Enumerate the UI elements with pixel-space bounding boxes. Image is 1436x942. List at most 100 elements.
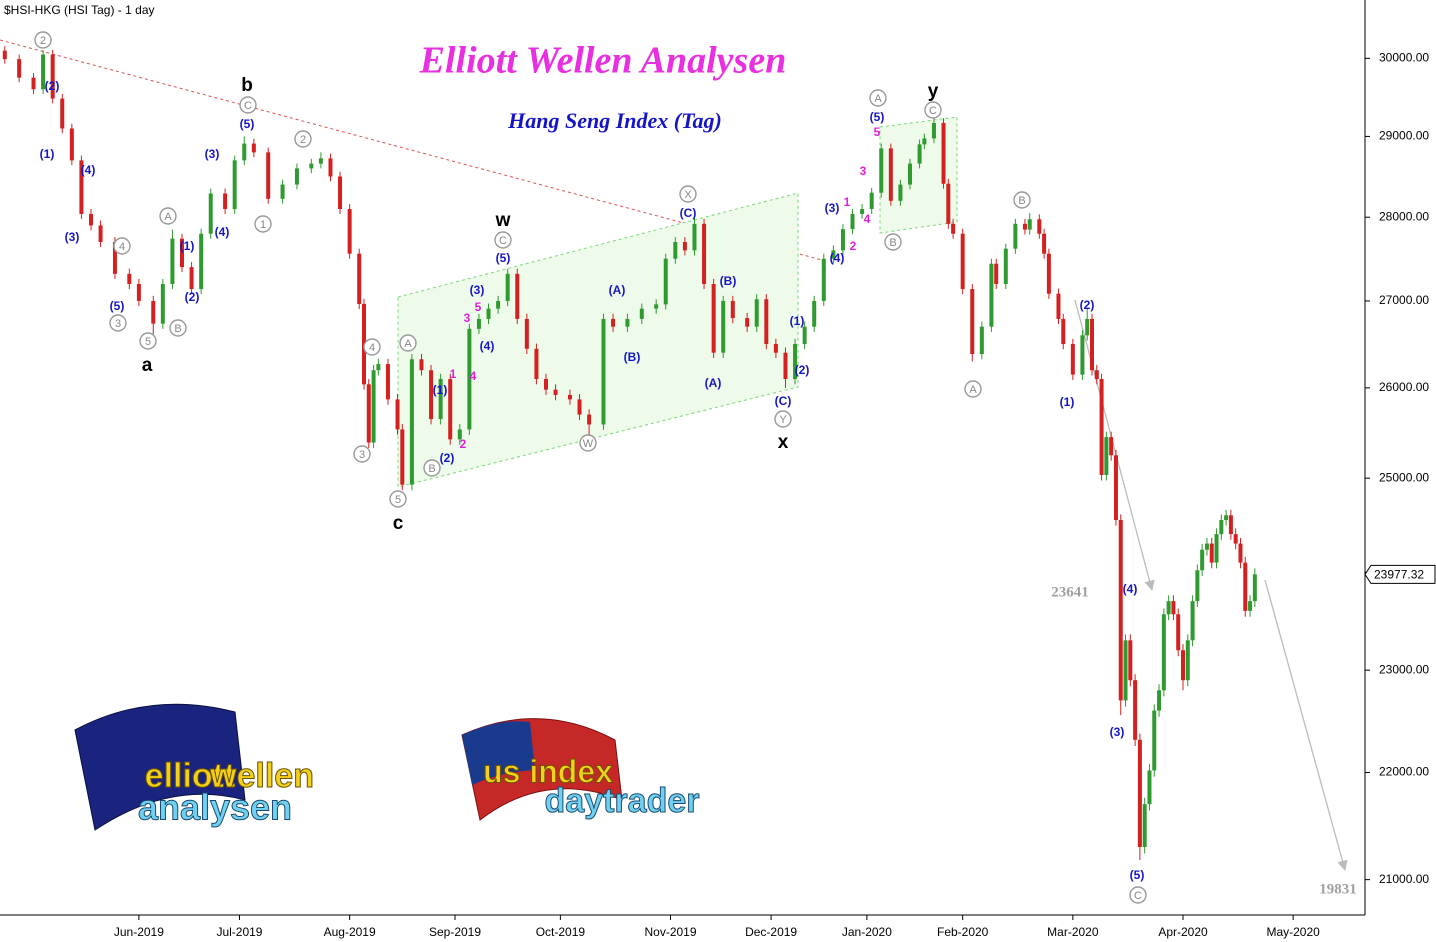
candle-body: [1022, 223, 1027, 230]
candle-body: [888, 148, 893, 201]
wave-label: 2: [850, 239, 857, 253]
candle-body: [840, 229, 845, 251]
candle-body: [41, 54, 46, 90]
y-tick-label: 29000.00: [1379, 129, 1429, 143]
candle-body: [639, 308, 644, 319]
candle-body: [1233, 534, 1238, 544]
wave-label: 3: [860, 164, 867, 178]
candle-body: [1147, 770, 1152, 805]
wave-label: (3): [205, 147, 220, 161]
wave-label: (3): [470, 283, 485, 297]
wave-label: (5): [240, 117, 255, 131]
candle-body: [409, 359, 414, 485]
logo-flag: [74, 703, 246, 831]
candle-body: [1118, 519, 1123, 701]
candle-body: [328, 158, 333, 177]
wave-circle: [869, 89, 887, 107]
candle-body: [601, 318, 606, 425]
wave-label: a: [142, 355, 153, 376]
candle-body: [1252, 574, 1257, 602]
candle-body: [869, 192, 874, 210]
candle-body: [457, 429, 462, 440]
wave-label: (A): [609, 283, 626, 297]
candle-body: [376, 364, 381, 371]
wave-circle: [109, 314, 127, 332]
candle-body: [60, 98, 65, 129]
target-label: 19831: [1319, 881, 1357, 897]
candle-body: [1128, 640, 1133, 681]
wave-label: 2: [460, 437, 467, 451]
candle-body: [994, 263, 999, 284]
candle-body: [673, 242, 678, 259]
candle-body: [318, 158, 323, 164]
candle-body: [1123, 640, 1128, 701]
wave-label: 2: [300, 134, 306, 146]
x-tick-label: Oct-2019: [536, 925, 586, 939]
candle-body: [702, 223, 707, 284]
candle-body: [951, 223, 956, 234]
candles: [2, 46, 1257, 860]
candle-body: [1181, 650, 1185, 681]
candle-body: [515, 273, 520, 319]
candle-body: [831, 250, 836, 259]
candle-body: [970, 289, 975, 355]
logo-text: wellen: [209, 757, 314, 795]
wave-label: x: [778, 432, 789, 453]
wave-label: (B): [624, 350, 641, 364]
wave-label: Y: [779, 414, 787, 426]
candle-body: [850, 213, 855, 230]
candle-body: [941, 122, 946, 184]
logo-text: elliott: [145, 757, 236, 795]
candle-body: [31, 77, 36, 90]
candle-body: [946, 183, 951, 224]
x-tick-label: Mar-2020: [1047, 925, 1099, 939]
candle-body: [251, 143, 256, 153]
candle-body: [1228, 515, 1233, 535]
candle-body: [371, 370, 376, 443]
x-tick-label: Jan-2020: [842, 925, 892, 939]
wave-label: C: [1134, 890, 1142, 902]
projection-arrow: [1074, 299, 1155, 592]
wave-label: (3): [1110, 725, 1125, 739]
x-tick-label: May-2020: [1266, 925, 1320, 939]
wave-label: (4): [1123, 582, 1138, 596]
candle-body: [922, 138, 927, 145]
wave-circle: [1013, 191, 1031, 209]
candle-body: [357, 253, 362, 304]
candle-body: [1094, 370, 1099, 380]
candle-body: [1142, 804, 1147, 847]
wave-label: 5: [874, 125, 881, 139]
x-tick-label: Jun-2019: [114, 925, 164, 939]
wave-label: (1): [40, 147, 55, 161]
candle-body: [860, 209, 865, 214]
candle-body: [180, 238, 184, 268]
chart-header: $HSI-HKG (HSI Tag) - 1 day: [4, 3, 155, 17]
candle-body: [505, 273, 510, 301]
logo-us: us index daytrader: [461, 718, 700, 821]
candle-body: [280, 184, 285, 199]
wave-label: (1): [1060, 395, 1075, 409]
candle-body: [266, 152, 271, 199]
wave-circle: [679, 185, 697, 203]
candle-body: [1137, 739, 1142, 847]
wave-label: (5): [110, 299, 125, 313]
projection-arrow: [1264, 579, 1348, 872]
wave-label: (5): [1130, 868, 1145, 882]
candle-body: [1133, 680, 1138, 740]
candle-body: [189, 267, 194, 290]
wave-label: (2): [185, 290, 200, 304]
candle-body: [979, 326, 984, 355]
candle-body: [879, 148, 884, 193]
wave-label: W: [583, 438, 594, 450]
logo-text: analysen: [138, 787, 292, 828]
candle-body: [79, 160, 84, 214]
candle-body: [898, 184, 903, 201]
wave-label: (5): [870, 110, 885, 124]
wave-circle: [884, 233, 902, 251]
wave-label: 1: [844, 195, 851, 209]
candle-body: [1152, 710, 1157, 771]
wave-label: B: [428, 463, 435, 475]
wave-label: C: [929, 105, 937, 117]
candle-body: [1209, 543, 1214, 563]
